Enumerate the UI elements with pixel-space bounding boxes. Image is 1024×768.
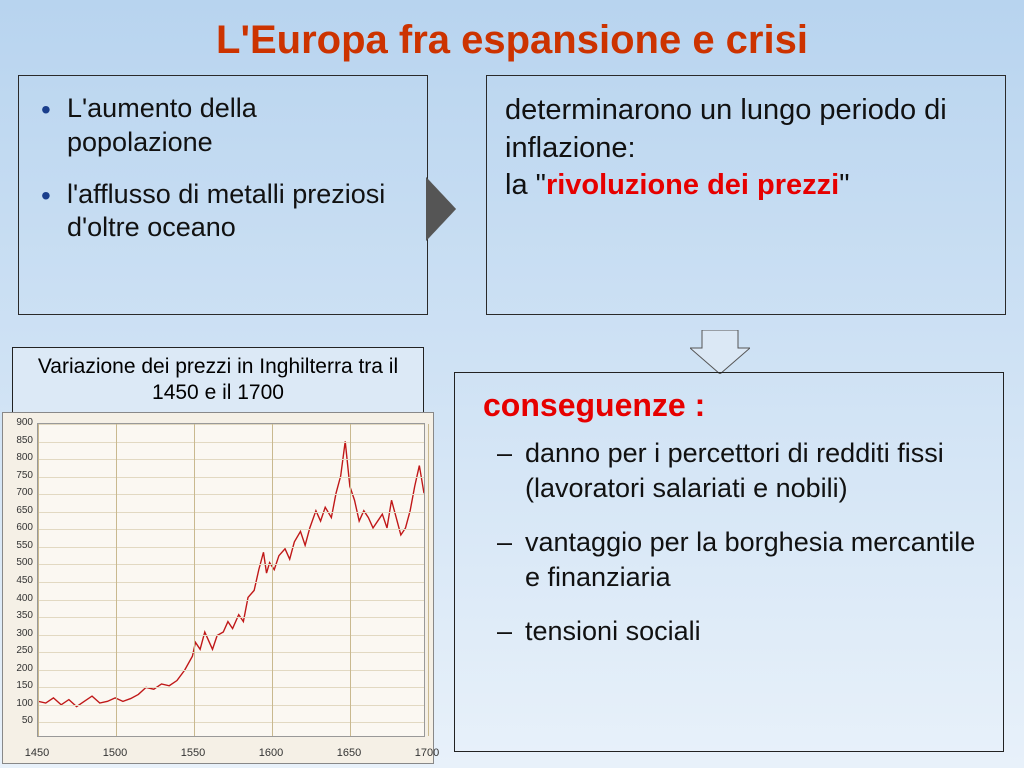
top-row: L'aumento della popolazione l'afflusso d… <box>0 75 1024 315</box>
y-tick-label: 200 <box>7 663 33 674</box>
causes-list: L'aumento della popolazione l'afflusso d… <box>37 92 409 245</box>
y-tick-label: 50 <box>7 715 33 726</box>
list-item: L'aumento della popolazione <box>37 92 409 160</box>
x-tick-label: 1450 <box>25 747 49 759</box>
y-tick-label: 550 <box>7 540 33 551</box>
y-tick-label: 500 <box>7 557 33 568</box>
y-tick-label: 450 <box>7 575 33 586</box>
x-tick-label: 1650 <box>337 747 361 759</box>
y-tick-label: 250 <box>7 645 33 656</box>
chart-caption: Variazione dei prezzi in Inghilterra tra… <box>12 347 424 414</box>
y-tick-label: 800 <box>7 452 33 463</box>
y-tick-label: 350 <box>7 610 33 621</box>
chart-line <box>38 424 424 736</box>
chart-plot-area <box>37 423 425 737</box>
list-item: danno per i percettori di redditi fissi … <box>483 436 983 505</box>
y-tick-label: 400 <box>7 593 33 604</box>
y-tick-label: 300 <box>7 628 33 639</box>
consequences-box: conseguenze : danno per i percettori di … <box>454 372 1004 752</box>
list-item: tensioni sociali <box>483 614 983 649</box>
arrow-down-icon <box>690 330 750 374</box>
y-tick-label: 650 <box>7 505 33 516</box>
y-tick-label: 600 <box>7 522 33 533</box>
consequences-heading: conseguenze : <box>483 387 983 424</box>
effect-line2-suffix: " <box>839 169 849 201</box>
page-title: L'Europa fra espansione e crisi <box>0 0 1024 75</box>
y-tick-label: 900 <box>7 417 33 428</box>
y-tick-label: 150 <box>7 680 33 691</box>
price-chart: 50 100 150 200 250 300 350 400 450 500 550 600 650 70… <box>2 412 434 764</box>
effect-line1: determinarono un lungo periodo di inflaz… <box>505 94 947 164</box>
effect-highlight: rivoluzione dei prezzi <box>546 169 839 201</box>
y-tick-label: 100 <box>7 698 33 709</box>
y-tick-label: 750 <box>7 470 33 481</box>
chevron-right-icon <box>428 179 456 239</box>
causes-box: L'aumento della popolazione l'afflusso d… <box>18 75 428 315</box>
x-tick-label: 1700 <box>415 747 439 759</box>
effect-line2-prefix: la " <box>505 169 546 201</box>
y-tick-label: 850 <box>7 435 33 446</box>
effect-box: determinarono un lungo periodo di inflaz… <box>486 75 1006 315</box>
x-tick-label: 1500 <box>103 747 127 759</box>
consequences-list: danno per i percettori di redditi fissi … <box>483 436 983 649</box>
x-tick-label: 1600 <box>259 747 283 759</box>
list-item: vantaggio per la borghesia mercantile e … <box>483 525 983 594</box>
list-item: l'afflusso di metalli preziosi d'oltre o… <box>37 178 409 246</box>
x-tick-label: 1550 <box>181 747 205 759</box>
effect-text: determinarono un lungo periodo di inflaz… <box>505 92 987 205</box>
y-tick-label: 700 <box>7 487 33 498</box>
